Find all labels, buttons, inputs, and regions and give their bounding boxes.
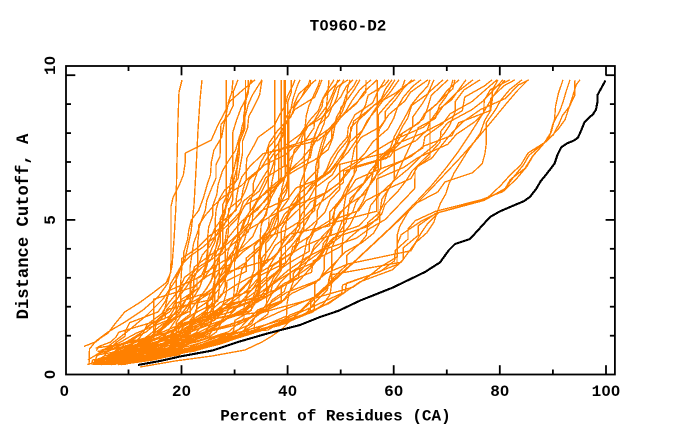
svg-text:5: 5 — [42, 215, 60, 225]
svg-text:Distance Cutoff, A: Distance Cutoff, A — [15, 133, 34, 319]
svg-text:10: 10 — [42, 56, 60, 75]
svg-text:40: 40 — [278, 383, 297, 401]
svg-text:60: 60 — [384, 383, 403, 401]
svg-text:80: 80 — [490, 383, 509, 401]
svg-text:T0960-D2: T0960-D2 — [310, 18, 387, 36]
svg-text:Percent of Residues (CA): Percent of Residues (CA) — [220, 408, 450, 426]
svg-text:20: 20 — [172, 383, 191, 401]
